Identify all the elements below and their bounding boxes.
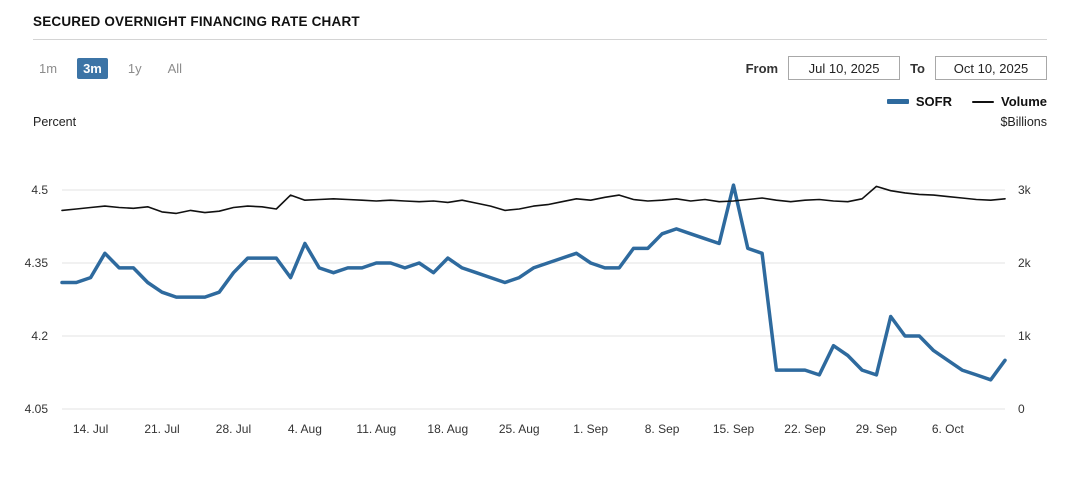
legend-item-volume[interactable]: Volume xyxy=(972,94,1047,109)
svg-text:0: 0 xyxy=(1018,402,1025,416)
svg-text:2k: 2k xyxy=(1018,256,1032,270)
svg-text:11. Aug: 11. Aug xyxy=(356,422,396,436)
svg-text:25. Aug: 25. Aug xyxy=(499,422,540,436)
legend-label-sofr: SOFR xyxy=(915,94,952,109)
range-selector: 1m 3m 1y All xyxy=(33,57,188,79)
from-label: From xyxy=(745,60,779,76)
from-date-input[interactable] xyxy=(788,56,901,80)
svg-text:21. Jul: 21. Jul xyxy=(144,422,179,436)
range-button-3m[interactable]: 3m xyxy=(77,57,108,79)
range-button-all[interactable]: All xyxy=(162,58,188,79)
svg-text:14. Jul: 14. Jul xyxy=(73,422,108,436)
svg-text:4. Aug: 4. Aug xyxy=(288,422,322,436)
controls-row: 1m 3m 1y All From To xyxy=(33,56,1047,80)
svg-text:4.35: 4.35 xyxy=(25,256,49,270)
svg-text:4.05: 4.05 xyxy=(25,402,49,416)
svg-text:18. Aug: 18. Aug xyxy=(427,422,468,436)
svg-text:28. Jul: 28. Jul xyxy=(216,422,251,436)
svg-text:4.2: 4.2 xyxy=(31,329,48,343)
left-axis-caption: Percent xyxy=(33,115,77,129)
sofr-line-swatch-icon xyxy=(886,99,909,104)
range-button-1y[interactable]: 1y xyxy=(122,58,148,79)
volume-line-swatch-icon xyxy=(972,100,994,103)
axis-captions: Percent $Billions xyxy=(33,115,1047,129)
svg-text:29. Sep: 29. Sep xyxy=(856,422,898,436)
svg-text:1. Sep: 1. Sep xyxy=(573,422,608,436)
legend: SOFR Volume xyxy=(33,94,1047,109)
line-chart-svg[interactable]: 4.05 0 4.2 1k 4.35 2k 4.5 3k 14. Jul 21. Jul 28. J… xyxy=(0,129,1080,441)
right-axis-caption: $Billions xyxy=(1000,115,1047,129)
svg-text:22. Sep: 22. Sep xyxy=(784,422,826,436)
chart-area[interactable]: 4.05 0 4.2 1k 4.35 2k 4.5 3k 14. Jul 21. Jul 28. J… xyxy=(0,129,1080,446)
svg-text:3k: 3k xyxy=(1018,183,1032,197)
date-range-controls: From To xyxy=(746,56,1047,80)
to-date-input[interactable] xyxy=(935,56,1047,80)
title-row: SECURED OVERNIGHT FINANCING RATE CHART xyxy=(33,14,1047,40)
svg-text:6. Oct: 6. Oct xyxy=(932,422,965,436)
svg-text:4.5: 4.5 xyxy=(31,183,48,197)
range-button-1m[interactable]: 1m xyxy=(33,58,63,79)
page-title: SECURED OVERNIGHT FINANCING RATE CHART xyxy=(33,14,360,29)
svg-text:15. Sep: 15. Sep xyxy=(713,422,755,436)
svg-text:1k: 1k xyxy=(1018,329,1032,343)
legend-item-sofr[interactable]: SOFR xyxy=(886,94,952,109)
legend-label-volume: Volume xyxy=(1001,94,1047,109)
svg-text:8. Sep: 8. Sep xyxy=(645,422,680,436)
to-label: To xyxy=(910,60,925,76)
